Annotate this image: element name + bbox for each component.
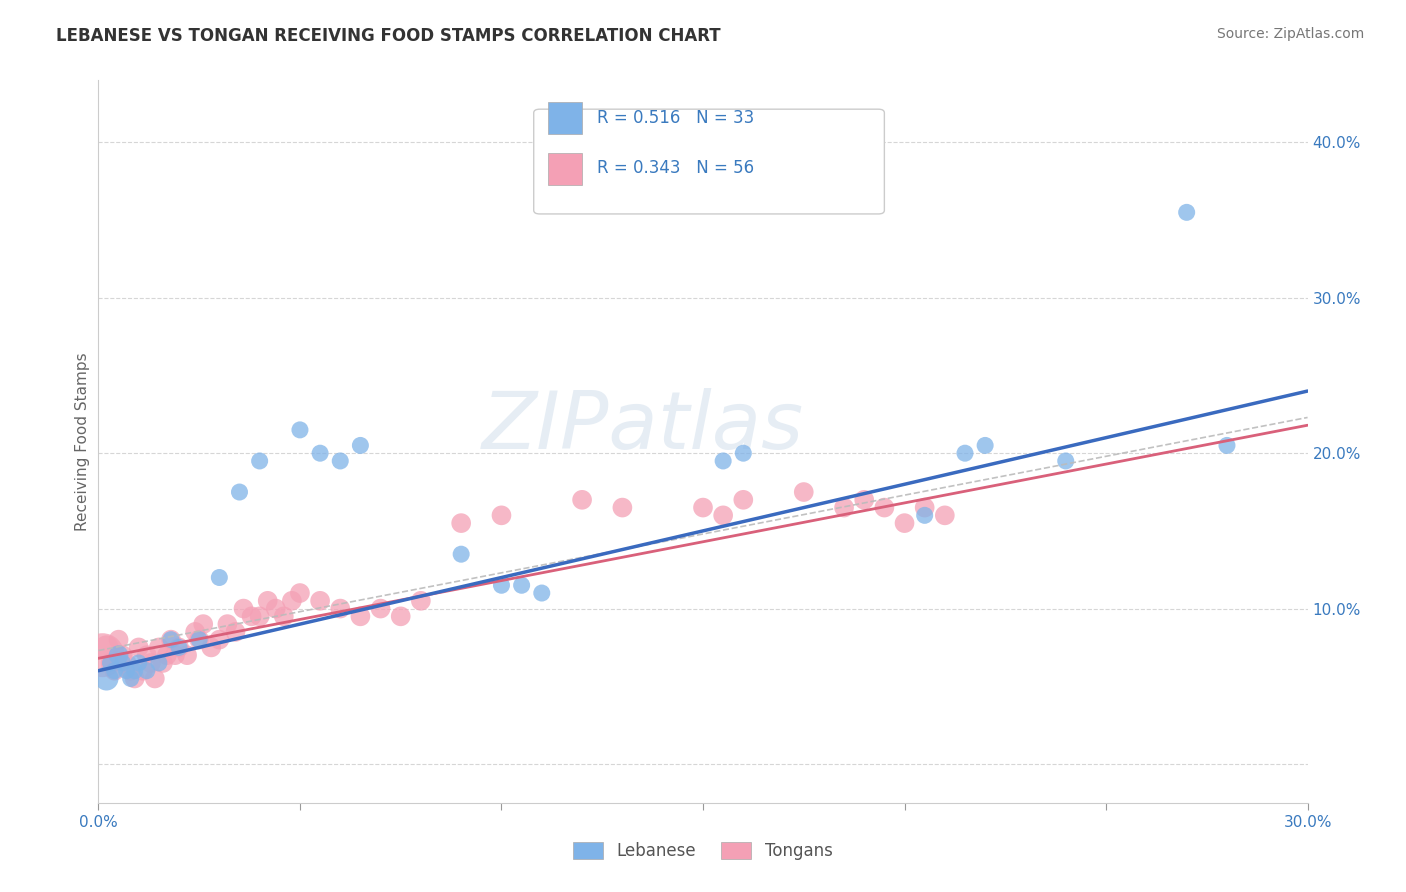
Point xyxy=(163,648,186,663)
Point xyxy=(188,632,211,647)
Point xyxy=(733,492,755,507)
Point xyxy=(107,648,129,663)
Point xyxy=(974,438,997,452)
Point xyxy=(349,438,371,452)
Point xyxy=(200,640,222,655)
Point xyxy=(160,632,183,647)
Point xyxy=(530,586,553,600)
Point xyxy=(832,500,855,515)
Point xyxy=(193,617,215,632)
Text: LEBANESE VS TONGAN RECEIVING FOOD STAMPS CORRELATION CHART: LEBANESE VS TONGAN RECEIVING FOOD STAMPS… xyxy=(56,27,721,45)
Point xyxy=(103,664,125,678)
Point xyxy=(853,492,876,507)
Point xyxy=(232,601,254,615)
Y-axis label: Receiving Food Stamps: Receiving Food Stamps xyxy=(75,352,90,531)
Point xyxy=(167,640,190,655)
Point xyxy=(217,617,239,632)
Point xyxy=(349,609,371,624)
Point xyxy=(139,656,162,670)
Text: ZIPatlas: ZIPatlas xyxy=(481,388,804,467)
Point xyxy=(329,601,352,615)
Point xyxy=(309,446,332,460)
Point xyxy=(156,648,179,663)
Point xyxy=(240,609,263,624)
Point xyxy=(103,664,125,678)
Point xyxy=(510,578,533,592)
Point xyxy=(450,516,472,530)
Point xyxy=(692,500,714,515)
Point xyxy=(934,508,956,523)
Point xyxy=(1175,205,1198,219)
Text: R = 0.516   N = 33: R = 0.516 N = 33 xyxy=(596,109,754,127)
Point xyxy=(160,632,183,647)
Point xyxy=(288,423,311,437)
Point xyxy=(389,609,412,624)
Point xyxy=(128,656,150,670)
Point xyxy=(111,648,134,663)
Point xyxy=(124,664,146,678)
Point xyxy=(873,500,896,515)
Point xyxy=(1054,454,1077,468)
Point xyxy=(111,656,134,670)
Legend: Lebanese, Tongans: Lebanese, Tongans xyxy=(567,835,839,867)
Point xyxy=(288,586,311,600)
Point xyxy=(100,656,122,670)
Point xyxy=(128,640,150,655)
Point xyxy=(914,500,936,515)
Point xyxy=(281,594,304,608)
Point xyxy=(91,648,114,663)
Point xyxy=(264,601,287,615)
Point xyxy=(711,508,734,523)
Text: R = 0.343   N = 56: R = 0.343 N = 56 xyxy=(596,160,754,178)
Point xyxy=(256,594,278,608)
Point xyxy=(167,640,190,655)
FancyBboxPatch shape xyxy=(548,153,582,185)
Point xyxy=(184,624,207,639)
Point xyxy=(120,672,142,686)
Point xyxy=(135,664,157,678)
Point xyxy=(491,578,513,592)
Point xyxy=(571,492,593,507)
Point xyxy=(249,609,271,624)
Point xyxy=(188,632,211,647)
Point xyxy=(115,656,138,670)
Point xyxy=(143,672,166,686)
Point xyxy=(152,656,174,670)
Point xyxy=(115,664,138,678)
Point xyxy=(409,594,432,608)
Point xyxy=(107,632,129,647)
FancyBboxPatch shape xyxy=(548,102,582,135)
Point xyxy=(893,516,915,530)
Point xyxy=(176,648,198,663)
FancyBboxPatch shape xyxy=(534,109,884,214)
Point xyxy=(370,601,392,615)
Point xyxy=(148,640,170,655)
Point xyxy=(1216,438,1239,452)
Point xyxy=(96,672,118,686)
Point xyxy=(914,508,936,523)
Point xyxy=(132,664,155,678)
Point xyxy=(711,454,734,468)
Point xyxy=(208,632,231,647)
Point xyxy=(249,454,271,468)
Point xyxy=(450,547,472,561)
Point xyxy=(612,500,634,515)
Point xyxy=(96,640,118,655)
Point xyxy=(148,656,170,670)
Point xyxy=(120,664,142,678)
Point xyxy=(135,648,157,663)
Point xyxy=(953,446,976,460)
Point xyxy=(491,508,513,523)
Point xyxy=(124,672,146,686)
Point xyxy=(793,485,815,500)
Point xyxy=(309,594,332,608)
Text: Source: ZipAtlas.com: Source: ZipAtlas.com xyxy=(1216,27,1364,41)
Point xyxy=(733,446,755,460)
Point xyxy=(228,485,250,500)
Point xyxy=(208,570,231,584)
Point xyxy=(224,624,246,639)
Point xyxy=(273,609,295,624)
Point xyxy=(100,656,122,670)
Point xyxy=(329,454,352,468)
